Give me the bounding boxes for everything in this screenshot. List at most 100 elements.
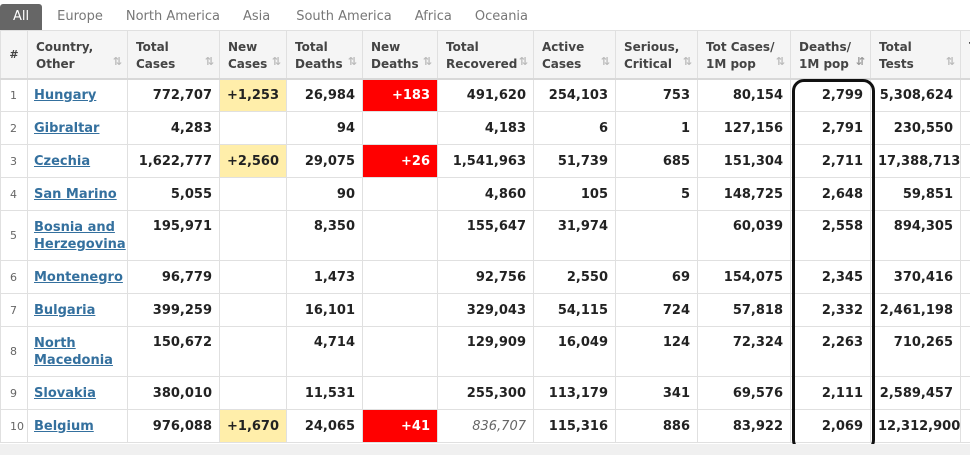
total-tests-cell: 59,851 (870, 177, 961, 211)
serious-critical-cell: 753 (615, 78, 698, 112)
serious-critical-cell: 124 (615, 326, 698, 377)
sort-icon[interactable]: ⇅ (112, 54, 122, 68)
sort-icon[interactable]: ⇅ (600, 54, 610, 68)
total-recovered-cell: 329,043 (437, 293, 534, 327)
country-link[interactable]: Bulgaria (34, 302, 96, 318)
total-cases-cell: 976,088 (127, 409, 220, 443)
table-row: 6 Montenegro 96,779 1,473 92,756 2,550 6… (0, 260, 970, 294)
total-recovered-cell: 4,183 (437, 111, 534, 145)
total-deaths-cell: 8,350 (286, 210, 363, 261)
column-header-new-deaths[interactable]: New Deaths ⇅ (362, 30, 438, 80)
tab-asia[interactable]: Asia (242, 9, 271, 24)
tab-africa[interactable]: Africa (414, 9, 452, 24)
new-deaths-cell: +183 (362, 78, 438, 112)
total-recovered-cell: 92,756 (437, 260, 534, 294)
truncated-cell (960, 210, 970, 261)
new-cases-cell (219, 177, 287, 211)
cases-per-1m-cell: 154,075 (697, 260, 791, 294)
serious-critical-cell: 5 (615, 177, 698, 211)
sort-icon[interactable]: ⇅ (945, 54, 955, 68)
total-tests-cell: 230,550 (870, 111, 961, 145)
column-header-total-cases[interactable]: Total Cases ⇅ (127, 30, 220, 80)
cases-per-1m-cell: 57,818 (697, 293, 791, 327)
row-rank: 2 (0, 111, 28, 145)
new-deaths-cell (362, 177, 438, 211)
cases-per-1m-cell: 80,154 (697, 78, 791, 112)
total-deaths-cell: 16,101 (286, 293, 363, 327)
column-header-rank[interactable]: # (0, 30, 28, 80)
active-cases-cell: 16,049 (533, 326, 616, 377)
total-recovered-cell: 1,541,963 (437, 144, 534, 178)
sort-icon[interactable]: ⇅ (518, 54, 528, 68)
sort-icon[interactable]: ⇅ (682, 54, 692, 68)
country-link[interactable]: Slovakia (34, 385, 96, 401)
country-cell: Bosnia and Herzegovina (27, 210, 128, 261)
deaths-per-1m-cell: 2,263 (790, 326, 871, 377)
deaths-per-1m-cell: 2,069 (790, 409, 871, 443)
total-cases-cell: 4,283 (127, 111, 220, 145)
column-header-total-recovered[interactable]: Total Recovered ⇅ (437, 30, 534, 80)
row-rank: 9 (0, 376, 28, 410)
cases-per-1m-cell: 69,576 (697, 376, 791, 410)
country-cell: Slovakia (27, 376, 128, 410)
country-link[interactable]: Montenegro (34, 269, 123, 285)
row-rank: 8 (0, 326, 28, 377)
truncated-cell (960, 376, 970, 410)
table-row: 1 Hungary 772,707 +1,253 26,984 +183 491… (0, 78, 970, 112)
horizontal-scroll-track[interactable] (0, 444, 970, 455)
cases-per-1m-cell: 83,922 (697, 409, 791, 443)
column-header-new-cases[interactable]: New Cases ⇅ (219, 30, 287, 80)
total-deaths-cell: 11,531 (286, 376, 363, 410)
table-row: 2 Gibraltar 4,283 94 4,183 6 1 127,156 2… (0, 111, 970, 145)
country-cell: Hungary (27, 78, 128, 112)
new-deaths-cell (362, 293, 438, 327)
truncated-cell (960, 144, 970, 178)
tab-all[interactable]: All (0, 4, 43, 30)
sort-icon[interactable]: ⇅ (347, 54, 357, 68)
serious-critical-cell: 724 (615, 293, 698, 327)
sort-icon[interactable]: ⇅ (204, 54, 214, 68)
country-link[interactable]: Czechia (34, 153, 91, 169)
active-cases-cell: 254,103 (533, 78, 616, 112)
serious-critical-cell: 69 (615, 260, 698, 294)
new-deaths-cell (362, 210, 438, 261)
tab-oceania[interactable]: Oceania (474, 9, 529, 24)
country-link[interactable]: North Macedonia (34, 336, 113, 368)
new-deaths-cell (362, 326, 438, 377)
column-header-country[interactable]: Country, Other ⇅ (27, 30, 128, 80)
country-link[interactable]: Bosnia and Herzegovina (34, 220, 126, 252)
truncated-cell (960, 293, 970, 327)
total-tests-cell: 370,416 (870, 260, 961, 294)
tab-europe[interactable]: Europe (57, 9, 103, 24)
country-link[interactable]: Belgium (34, 418, 94, 434)
country-cell: Czechia (27, 144, 128, 178)
column-header-total-tests[interactable]: Total Tests ⇅ (870, 30, 961, 80)
serious-critical-cell: 886 (615, 409, 698, 443)
serious-critical-cell: 341 (615, 376, 698, 410)
country-link[interactable]: Hungary (34, 87, 97, 103)
country-cell: North Macedonia (27, 326, 128, 377)
country-link[interactable]: Gibraltar (34, 120, 100, 136)
new-cases-cell: +1,670 (219, 409, 287, 443)
country-cell: Gibraltar (27, 111, 128, 145)
country-cell: Belgium (27, 409, 128, 443)
country-link[interactable]: San Marino (34, 186, 117, 202)
truncated-cell (960, 409, 970, 443)
column-header-deaths-per-1m[interactable]: Deaths/1M pop ⇵ (790, 30, 871, 80)
tab-south-america[interactable]: South America (296, 9, 392, 24)
total-deaths-cell: 94 (286, 111, 363, 145)
sort-icon[interactable]: ⇅ (271, 54, 281, 68)
column-header-serious-critical[interactable]: Serious, Critical ⇅ (615, 30, 698, 80)
new-cases-cell (219, 376, 287, 410)
deaths-per-1m-cell: 2,345 (790, 260, 871, 294)
column-header-cases-per-1m[interactable]: Tot Cases/1M pop ⇅ (697, 30, 791, 80)
column-header-active-cases[interactable]: Active Cases ⇅ (533, 30, 616, 80)
sort-active-icon[interactable]: ⇵ (855, 54, 865, 68)
sort-icon[interactable]: ⇅ (775, 54, 785, 68)
column-header-total-deaths[interactable]: Total Deaths ⇅ (286, 30, 363, 80)
row-rank: 6 (0, 260, 28, 294)
table-row: 8 North Macedonia 150,672 4,714 129,909 1… (0, 326, 970, 377)
sort-icon[interactable]: ⇅ (422, 54, 432, 68)
column-header-truncated[interactable]: T (960, 30, 970, 80)
tab-north-america[interactable]: North America (125, 9, 220, 24)
